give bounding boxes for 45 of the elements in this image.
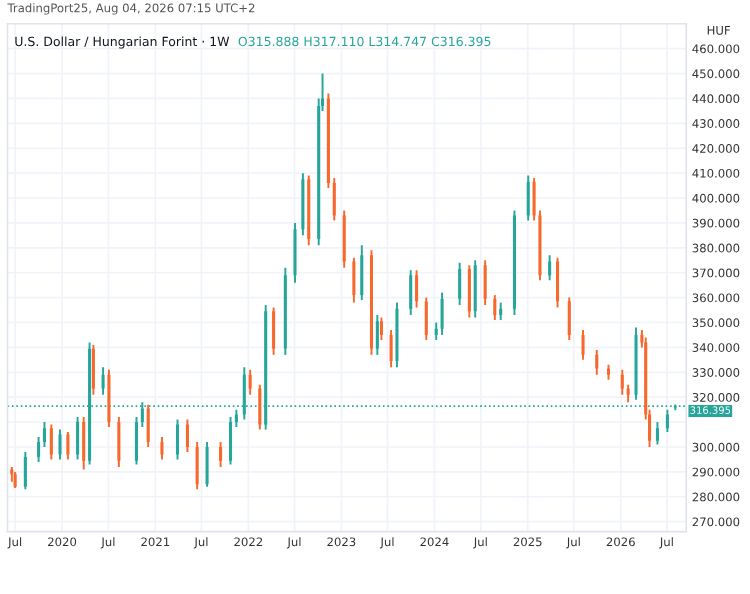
candlestick <box>76 416 80 461</box>
candlestick <box>655 421 659 446</box>
candlestick <box>467 264 471 319</box>
candlestick <box>66 431 70 461</box>
candlestick <box>424 296 428 341</box>
candlestick <box>146 403 150 448</box>
candlestick <box>205 441 209 488</box>
candlestick <box>483 259 487 307</box>
candlestick <box>389 329 393 369</box>
candlestick <box>581 329 585 361</box>
candlestick <box>248 368 252 396</box>
candlestick <box>58 428 62 461</box>
candlestick <box>272 306 276 356</box>
candlestick <box>440 291 444 336</box>
candlestick <box>567 296 571 341</box>
candlestick <box>342 209 346 269</box>
candlestick <box>379 316 383 341</box>
candlestick <box>595 348 599 376</box>
candlestick <box>219 441 223 468</box>
candlestick <box>160 436 164 461</box>
candlestick <box>82 416 86 471</box>
candlestick <box>258 383 262 431</box>
candlestick <box>352 256 356 304</box>
candlestick <box>49 423 53 461</box>
candlestick <box>526 174 530 222</box>
candlestick <box>415 269 419 309</box>
candlestick <box>107 368 111 429</box>
candlestick <box>620 368 624 396</box>
candlestick <box>360 244 364 302</box>
candlestick <box>175 418 180 461</box>
candlestick <box>409 269 413 317</box>
candlestick <box>101 366 105 396</box>
candlestick <box>473 259 477 319</box>
candlestick <box>185 418 189 453</box>
candlestick <box>117 416 121 468</box>
candlestick <box>556 256 560 309</box>
candlestick <box>195 441 199 491</box>
candlestick <box>91 343 95 396</box>
candlestick <box>548 254 552 282</box>
candlestick <box>375 314 379 356</box>
candlestick <box>228 416 233 466</box>
candlestick <box>493 294 497 321</box>
candlestick <box>293 221 297 284</box>
candlestick <box>23 450 27 491</box>
candlestick <box>458 261 462 307</box>
